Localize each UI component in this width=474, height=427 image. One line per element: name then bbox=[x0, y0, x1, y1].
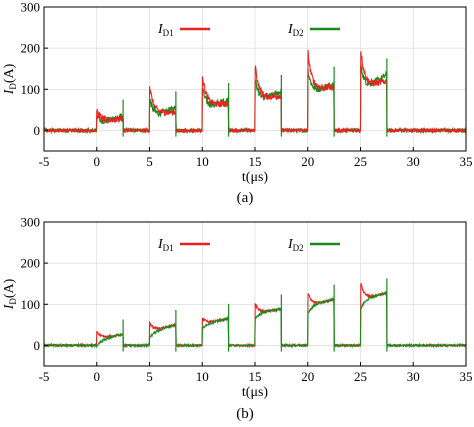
x-tick-label: 20 bbox=[301, 369, 314, 384]
y-tick-label: 100 bbox=[21, 82, 41, 97]
y-tick-label: 100 bbox=[21, 297, 41, 312]
y-tick-label: 0 bbox=[34, 338, 41, 353]
panel-b: -5 0 5 10 15 20 25 30 35 0 100 200 300 t(μs) ID(A) ID1 I… bbox=[2, 215, 473, 423]
x-tick-label: 10 bbox=[196, 369, 209, 384]
panel-caption: (a) bbox=[237, 190, 254, 206]
series-line-i-d2 bbox=[44, 291, 466, 349]
y-axis-label: ID(A) bbox=[2, 278, 18, 310]
x-tick-label: 25 bbox=[354, 369, 367, 384]
legend-label: ID2 bbox=[287, 237, 304, 253]
x-tick-label: 10 bbox=[196, 154, 209, 169]
x-tick-label: 35 bbox=[460, 369, 473, 384]
legend-item-d1: ID1 bbox=[157, 237, 210, 253]
legend-label: ID1 bbox=[157, 22, 174, 38]
x-tick-label: 20 bbox=[301, 154, 314, 169]
legend-item-d1: ID1 bbox=[157, 22, 210, 38]
legend-label: ID1 bbox=[157, 237, 174, 253]
legend-label: ID2 bbox=[287, 22, 304, 38]
panel-a: -5 0 5 10 15 20 25 30 35 0 100 200 300 t(μs) ID(A) ID1 I… bbox=[2, 0, 473, 206]
y-tick-label: 0 bbox=[34, 123, 41, 138]
x-tick-label: 5 bbox=[146, 369, 153, 384]
x-tick-label: -5 bbox=[39, 369, 50, 384]
legend-item-d2: ID2 bbox=[287, 237, 340, 253]
y-tick-label: 200 bbox=[21, 41, 41, 56]
x-tick-label: 5 bbox=[146, 154, 153, 169]
series-line-i-d1 bbox=[44, 50, 466, 135]
x-tick-label: -5 bbox=[39, 154, 50, 169]
x-axis-label: t(μs) bbox=[242, 170, 269, 185]
x-tick-label: 35 bbox=[460, 154, 473, 169]
x-tick-label: 0 bbox=[94, 369, 101, 384]
x-axis-label: t(μs) bbox=[242, 385, 269, 400]
x-tick-label: 0 bbox=[94, 154, 101, 169]
legend-item-d2: ID2 bbox=[287, 22, 340, 38]
y-axis-label: ID(A) bbox=[2, 63, 18, 95]
x-tick-label: 30 bbox=[407, 154, 420, 169]
x-tick-label: 15 bbox=[249, 369, 262, 384]
panel-caption: (b) bbox=[236, 406, 254, 422]
x-tick-label: 15 bbox=[249, 154, 262, 169]
x-tick-label: 25 bbox=[354, 154, 367, 169]
y-tick-label: 300 bbox=[21, 0, 41, 15]
x-tick-label: 30 bbox=[407, 369, 420, 384]
y-tick-label: 300 bbox=[21, 215, 41, 230]
y-tick-label: 200 bbox=[21, 256, 41, 271]
